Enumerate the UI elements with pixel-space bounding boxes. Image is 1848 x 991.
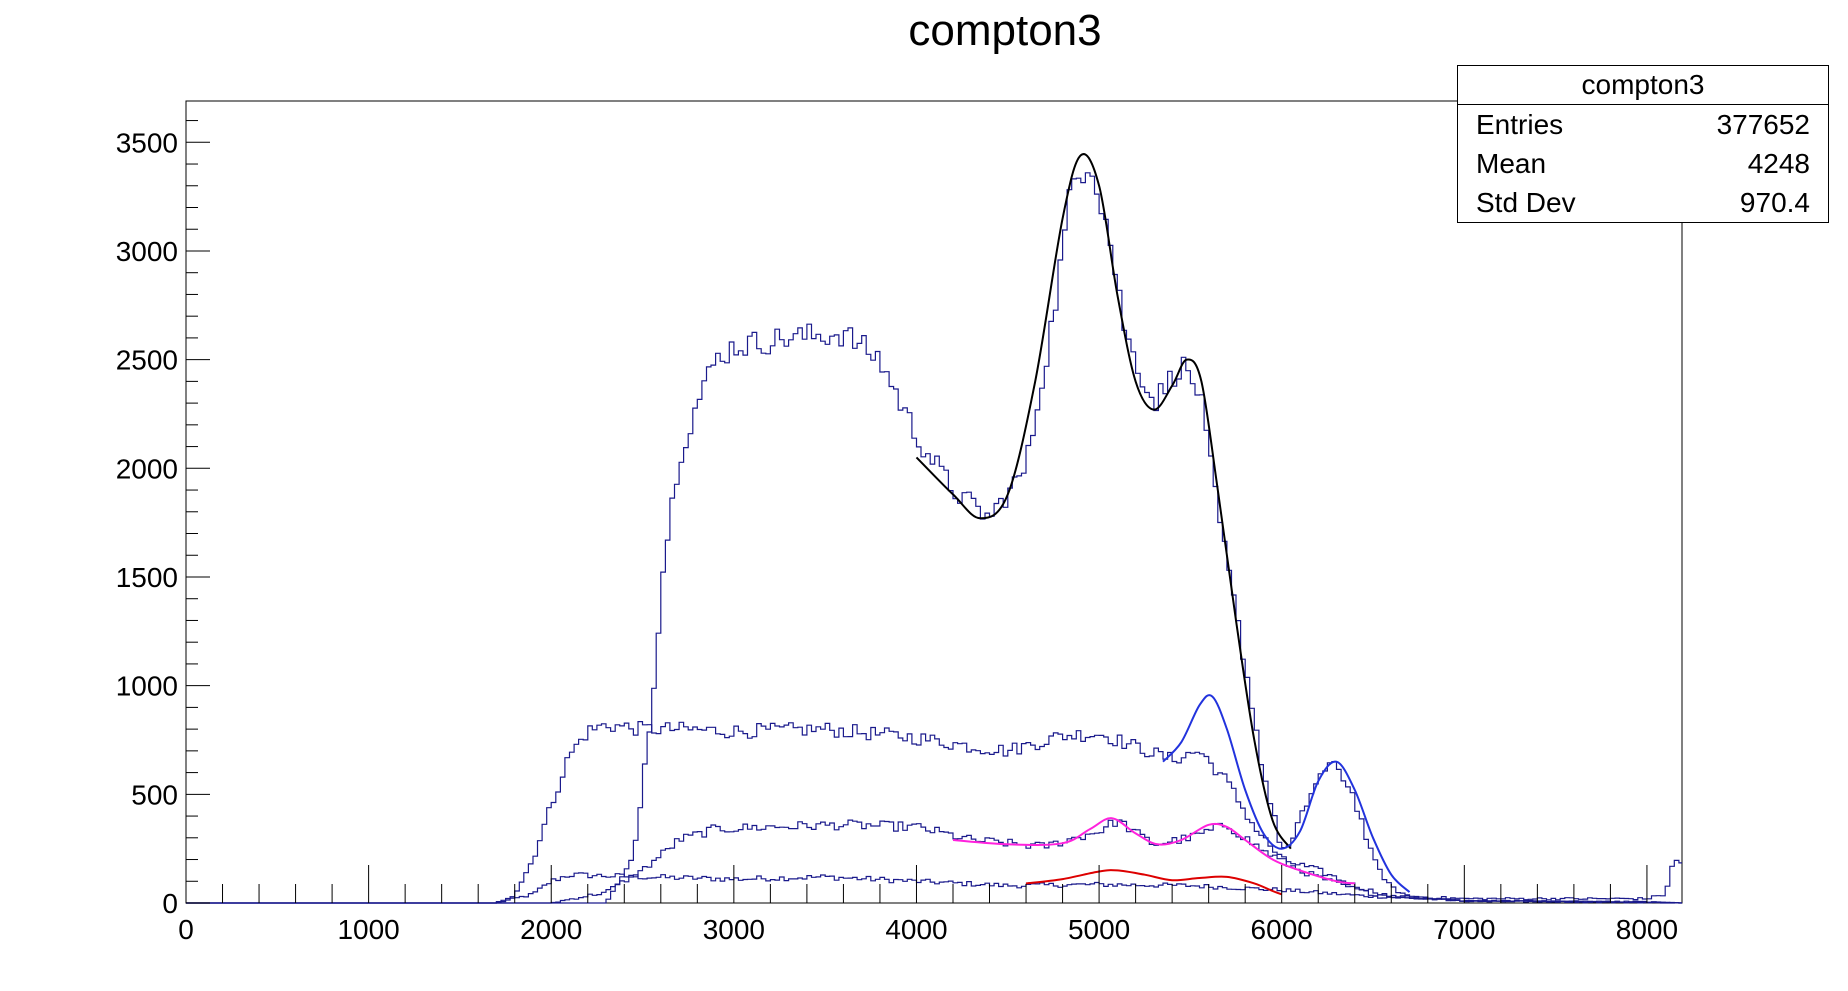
y-tick-label: 3000 (116, 236, 178, 267)
histogram-series-2 (186, 721, 1682, 904)
y-tick-label: 3500 (116, 127, 178, 158)
fit-curve-3 (952, 817, 1355, 885)
axis-layer: 0 1000 2000 3000 4000 5000 6000 7000 8000 0 500 100… (116, 120, 1678, 945)
x-tick-label: 6000 (1251, 914, 1313, 945)
x-tick-label: 4000 (885, 914, 947, 945)
x-tick-label: 3000 (703, 914, 765, 945)
chart-title: compton3 (908, 6, 1101, 55)
fit-curve-4 (1025, 869, 1283, 896)
x-tick-label: 0 (178, 914, 194, 945)
histogram-series-4 (186, 172, 1682, 904)
stats-value: 970.4 (1739, 187, 1810, 218)
y-tick-label: 500 (131, 779, 178, 810)
x-tick-label: 2000 (520, 914, 582, 945)
stats-value: 4248 (1747, 148, 1810, 179)
fit-curve-2 (1162, 694, 1411, 893)
fit-layer (915, 153, 1411, 896)
fit-curve-1 (915, 153, 1292, 850)
y-tick-label: 2000 (116, 453, 178, 484)
stats-label: Entries (1476, 109, 1564, 140)
stats-label: Mean (1476, 148, 1547, 179)
x-tick-label: 7000 (1433, 914, 1495, 945)
stats-row-std-dev: Std Dev 970.4 (1458, 183, 1828, 222)
y-tick-label: 0 (162, 888, 178, 919)
stats-box: compton3 Entries 377652 Mean 4248 Std De… (1457, 65, 1829, 223)
stats-row-mean: Mean 4248 (1458, 144, 1828, 183)
histogram-series-3 (186, 819, 1682, 904)
x-tick-label: 1000 (337, 914, 399, 945)
y-tick-label: 2500 (116, 345, 178, 376)
y-tick-label: 1500 (116, 562, 178, 593)
stats-row-entries: Entries 377652 (1458, 105, 1828, 144)
stats-value: 377652 (1716, 109, 1810, 140)
stats-label: Std Dev (1476, 187, 1576, 218)
stats-title: compton3 (1458, 66, 1828, 105)
series-layer (186, 172, 1682, 904)
y-tick-label: 1000 (116, 671, 178, 702)
x-tick-label: 8000 (1616, 914, 1678, 945)
plot-frame (185, 100, 1683, 904)
x-tick-label: 5000 (1068, 914, 1130, 945)
